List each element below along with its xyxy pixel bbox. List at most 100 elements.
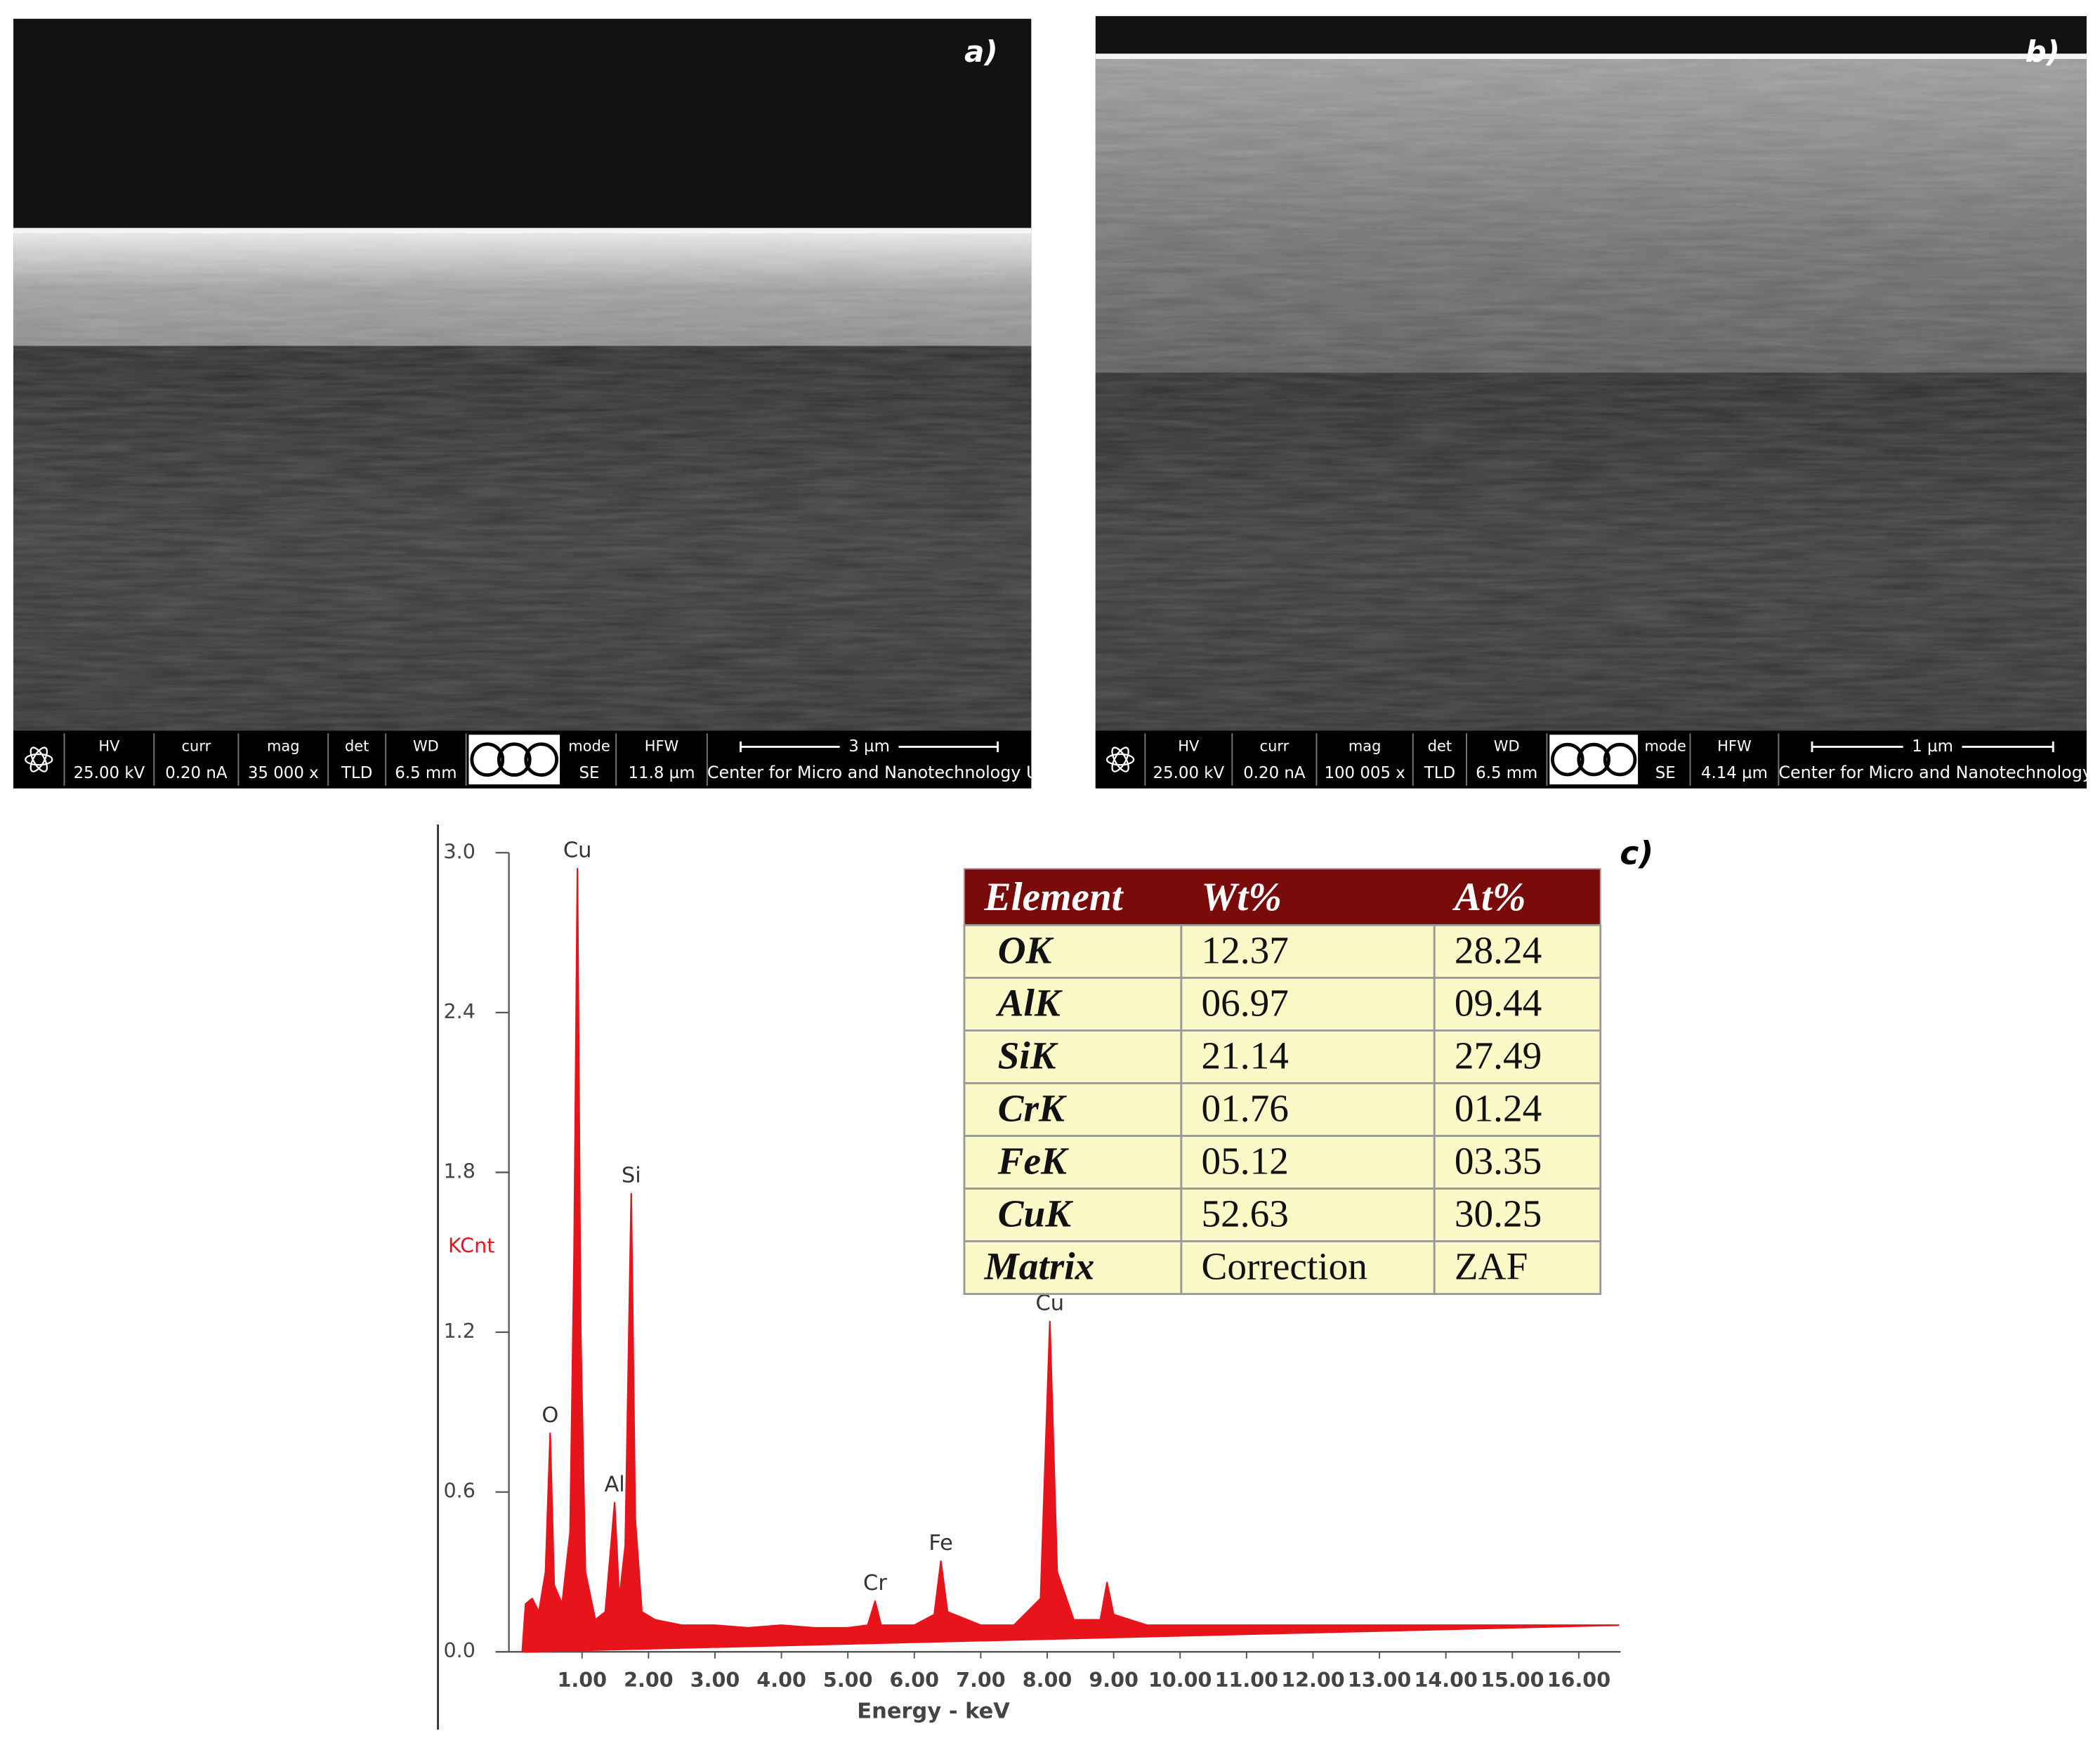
logo-box (1549, 735, 1639, 784)
table-row-label: SiK (998, 1034, 1058, 1077)
atom-icon (1111, 746, 1129, 772)
table-cell: 01.24 (1455, 1086, 1542, 1129)
info-field-value: 100 005 x (1324, 764, 1405, 782)
info-field-name: HFW (1717, 737, 1752, 754)
table-row-label: CuK (998, 1192, 1074, 1235)
x-tick-label: 6.00 (890, 1668, 940, 1692)
info-field-value: 6.5 mm (1476, 764, 1537, 782)
x-tick-label: 15.00 (1481, 1668, 1544, 1692)
table-cell: Correction (1201, 1245, 1367, 1288)
table-row-label: OK (998, 928, 1054, 971)
logo-ring (1603, 742, 1637, 777)
info-field-value: 25.00 kV (74, 764, 145, 782)
table-cell: 12.37 (1201, 928, 1288, 971)
table-cell-bg (1180, 923, 1436, 979)
table-cell-bg (1433, 976, 1602, 1032)
x-tick-label: 13.00 (1348, 1668, 1411, 1692)
y-tick-label: 1.8 (443, 1159, 475, 1183)
table-cell-bg (1180, 976, 1436, 1032)
x-tick-label: 10.00 (1148, 1668, 1212, 1692)
table-cell: 01.76 (1201, 1086, 1288, 1129)
y-tick-label: 1.2 (443, 1319, 475, 1343)
table-cell: 30.25 (1455, 1192, 1542, 1235)
table-cell-bg (1433, 1135, 1602, 1190)
table-header-cell: At% (1452, 875, 1526, 919)
table-header-bg (964, 868, 1601, 926)
table-header-cell: Element (984, 875, 1124, 919)
info-field-value: SE (579, 764, 600, 782)
peak-label: Si (622, 1163, 641, 1188)
x-tick-label: 2.00 (624, 1668, 674, 1692)
x-tick-label: 8.00 (1023, 1668, 1072, 1692)
table-cell: 03.35 (1455, 1140, 1542, 1183)
table-cell-bg (963, 1082, 1183, 1137)
x-tick-label: 3.00 (690, 1668, 740, 1692)
table-cell-bg (1433, 1240, 1602, 1296)
sem-texture (13, 230, 1032, 731)
info-field-name: curr (182, 737, 211, 754)
table-cell: 21.14 (1201, 1034, 1288, 1077)
spectrum-area (521, 867, 1620, 1653)
table-row-label: Matrix (984, 1245, 1095, 1288)
peak-label: Cu (1035, 1291, 1064, 1316)
table-cell: 52.63 (1201, 1192, 1288, 1235)
x-axis-label: Energy - keV (857, 1699, 1010, 1724)
info-field-name: mag (1348, 737, 1382, 754)
table-row-label: CrK (998, 1086, 1067, 1129)
info-field-name: mag (267, 737, 300, 754)
logo-box (468, 735, 560, 784)
chart-panel-label: c) (1620, 834, 1653, 872)
atom-icon (25, 753, 53, 766)
info-field-name: mode (1644, 737, 1686, 754)
info-field-value: 6.5 mm (395, 764, 457, 782)
sem-top-edge (13, 228, 1032, 234)
facility-text: Center for Micro and Nanotechnology UR (707, 763, 1050, 782)
info-field-value: TLD (341, 764, 372, 782)
x-tick-label: 1.00 (557, 1668, 607, 1692)
info-field-name: det (1428, 737, 1452, 754)
panel-label: b) (2026, 34, 2060, 69)
facility-text: Center for Micro and Nanotechnology UR (1778, 763, 2100, 782)
sem-top-edge (1095, 53, 2087, 60)
table-row-label: AlK (996, 981, 1063, 1024)
table-cell: 05.12 (1201, 1140, 1288, 1183)
x-tick-label: 7.00 (956, 1668, 1006, 1692)
logo-ring (497, 742, 532, 777)
table-cell: ZAF (1455, 1245, 1528, 1288)
x-tick-label: 16.00 (1547, 1668, 1610, 1692)
y-tick-label: 0.0 (443, 1638, 475, 1662)
table-cell: 09.44 (1455, 981, 1542, 1024)
scale-bar-label: 1 µm (1912, 737, 1953, 756)
info-field-value: 11.8 µm (629, 764, 695, 782)
y-tick-label: 2.4 (443, 999, 475, 1023)
table-header-cell: Wt% (1201, 875, 1281, 919)
table-cell-bg (963, 1030, 1183, 1084)
info-field-name: WD (1494, 737, 1520, 754)
info-field-name: curr (1260, 737, 1289, 754)
atom-icon (1105, 753, 1135, 766)
x-tick-label: 11.00 (1215, 1668, 1278, 1692)
x-tick-label: 5.00 (823, 1668, 873, 1692)
logo-ring (1577, 742, 1610, 777)
table-cell-bg (963, 1240, 1183, 1296)
table-cell: 06.97 (1201, 981, 1288, 1024)
y-tick-label: 0.6 (443, 1479, 475, 1503)
info-field-value: 0.20 nA (1243, 764, 1306, 782)
y-axis-label: KCnt (448, 1234, 494, 1258)
scale-bar-label: 3 µm (848, 737, 890, 756)
table-cell-bg (1180, 1082, 1436, 1137)
table-cell-bg (963, 1135, 1183, 1190)
x-tick-label: 9.00 (1089, 1668, 1138, 1692)
table-cell-bg (1433, 1188, 1602, 1242)
x-tick-label: 14.00 (1414, 1668, 1477, 1692)
table-cell-bg (1433, 923, 1602, 979)
logo-ring (524, 742, 559, 777)
peak-label: O (542, 1403, 558, 1428)
table-cell: 27.49 (1455, 1034, 1542, 1077)
peak-label: Cu (563, 838, 592, 863)
info-field-value: TLD (1424, 764, 1455, 782)
info-field-name: det (345, 737, 369, 754)
y-tick-label: 3.0 (443, 839, 475, 863)
info-field-name: HV (1178, 737, 1200, 754)
x-tick-label: 4.00 (756, 1668, 806, 1692)
